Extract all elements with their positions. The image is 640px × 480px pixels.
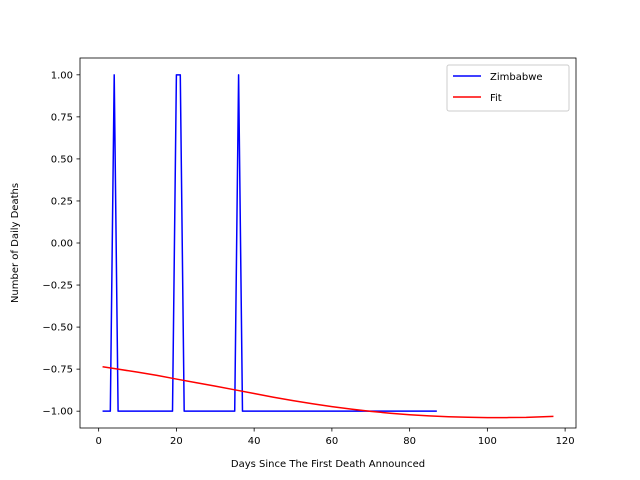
series-line-fit [102, 366, 554, 419]
x-tick-label: 40 [248, 436, 261, 447]
y-axis-label: Number of Daily Deaths [10, 183, 21, 303]
x-tick-label: 120 [556, 436, 575, 447]
x-tick-label: 80 [403, 436, 416, 447]
legend-label-fit: Fit [490, 93, 502, 104]
series-layer [102, 74, 554, 419]
legend-label-zimbabwe: Zimbabwe [490, 72, 543, 83]
y-tick-label: −0.25 [42, 281, 73, 292]
legend: Zimbabwe Fit [446, 64, 570, 112]
y-tick-label: 0.25 [51, 196, 73, 207]
y-tick-label: 0.00 [51, 239, 73, 250]
x-axis-ticks: 0 20 40 60 80 100 120 [95, 428, 575, 447]
x-tick-label: 60 [326, 436, 339, 447]
y-tick-label: 0.75 [51, 112, 73, 123]
series-line-zimbabwe [102, 74, 437, 412]
plot-area [80, 58, 576, 428]
x-tick-label: 0 [95, 436, 101, 447]
y-tick-label: −0.75 [42, 365, 73, 376]
y-tick-label: 0.50 [51, 154, 73, 165]
x-axis-label: Days Since The First Death Announced [231, 459, 425, 470]
y-tick-label: 1.00 [51, 70, 73, 81]
y-axis-ticks: 1.00 0.75 0.50 0.25 0.00 −0.25 −0.50 −0.75 −1.00 [42, 70, 80, 418]
y-tick-label: −0.50 [42, 323, 73, 334]
x-tick-label: 20 [170, 436, 183, 447]
x-tick-label: 100 [478, 436, 497, 447]
y-tick-label: −1.00 [42, 407, 73, 418]
